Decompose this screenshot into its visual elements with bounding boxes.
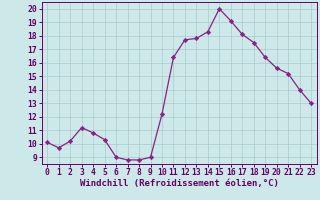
X-axis label: Windchill (Refroidissement éolien,°C): Windchill (Refroidissement éolien,°C): [80, 179, 279, 188]
